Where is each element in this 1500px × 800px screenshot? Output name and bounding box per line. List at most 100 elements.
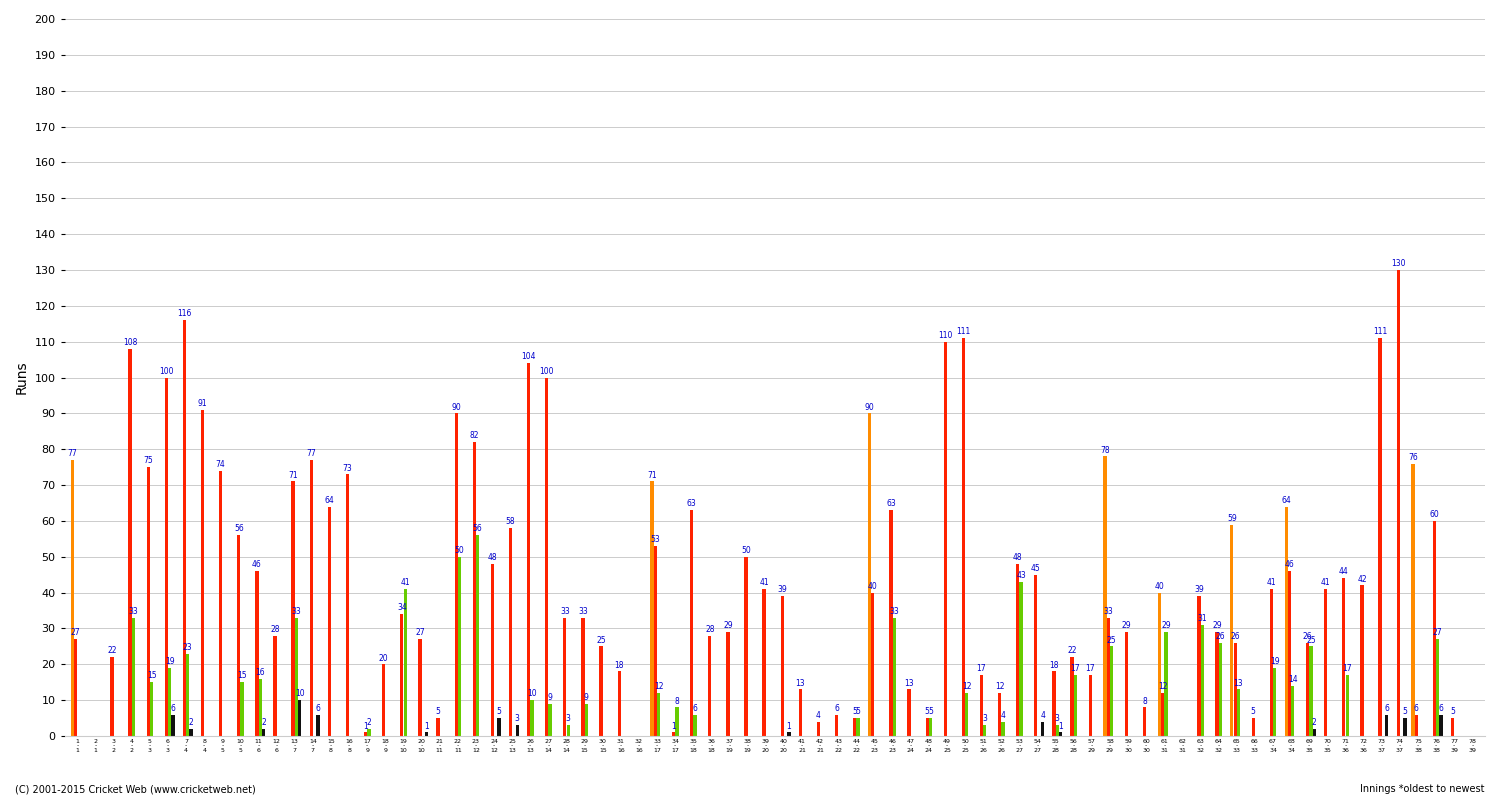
Bar bbox=[1158, 593, 1161, 736]
Bar bbox=[693, 714, 696, 736]
Bar bbox=[1164, 632, 1167, 736]
Text: 40: 40 bbox=[868, 582, 877, 591]
Bar bbox=[70, 460, 74, 736]
Bar bbox=[788, 733, 790, 736]
Bar bbox=[296, 618, 298, 736]
Bar bbox=[708, 636, 711, 736]
Text: 64: 64 bbox=[1281, 496, 1292, 505]
Bar bbox=[171, 714, 174, 736]
Text: 5: 5 bbox=[928, 707, 933, 716]
Text: 50: 50 bbox=[454, 546, 465, 555]
Text: 6: 6 bbox=[1438, 704, 1443, 713]
Text: 17: 17 bbox=[976, 664, 987, 674]
Text: 4: 4 bbox=[816, 711, 821, 720]
Bar bbox=[1378, 338, 1382, 736]
Text: 44: 44 bbox=[1340, 567, 1348, 577]
Text: 1: 1 bbox=[786, 722, 792, 730]
Text: 6: 6 bbox=[693, 704, 698, 713]
Text: 90: 90 bbox=[452, 402, 460, 411]
Bar bbox=[856, 718, 859, 736]
Text: 71: 71 bbox=[648, 470, 657, 480]
Bar bbox=[74, 639, 78, 736]
Text: 33: 33 bbox=[129, 607, 138, 616]
Bar bbox=[346, 474, 350, 736]
Bar bbox=[1440, 714, 1443, 736]
Bar bbox=[1089, 675, 1092, 736]
Text: 111: 111 bbox=[957, 327, 970, 336]
Text: 13: 13 bbox=[795, 678, 806, 688]
Text: 19: 19 bbox=[1270, 657, 1280, 666]
Text: 29: 29 bbox=[1161, 622, 1172, 630]
Bar bbox=[490, 564, 494, 736]
Bar bbox=[1230, 525, 1233, 736]
Text: 104: 104 bbox=[522, 352, 536, 362]
Text: 33: 33 bbox=[1104, 607, 1113, 616]
Bar bbox=[1197, 596, 1200, 736]
Bar bbox=[419, 639, 422, 736]
Text: 64: 64 bbox=[324, 496, 334, 505]
Text: 50: 50 bbox=[741, 546, 752, 555]
Text: 3: 3 bbox=[514, 714, 519, 723]
Bar bbox=[908, 690, 910, 736]
Bar bbox=[1288, 571, 1292, 736]
Bar bbox=[868, 414, 871, 736]
Bar bbox=[382, 664, 386, 736]
Bar bbox=[962, 338, 964, 736]
Text: 77: 77 bbox=[68, 449, 76, 458]
Bar bbox=[258, 678, 262, 736]
Bar bbox=[132, 618, 135, 736]
Bar bbox=[186, 654, 189, 736]
Bar bbox=[1143, 707, 1146, 736]
Bar bbox=[744, 557, 747, 736]
Text: 58: 58 bbox=[506, 518, 516, 526]
Bar bbox=[1342, 578, 1346, 736]
Text: 12: 12 bbox=[1158, 682, 1167, 691]
Text: 77: 77 bbox=[306, 449, 316, 458]
Text: 13: 13 bbox=[904, 678, 914, 688]
Text: 5: 5 bbox=[1450, 707, 1455, 716]
Text: 41: 41 bbox=[759, 578, 770, 587]
Text: 29: 29 bbox=[1212, 622, 1222, 630]
Text: 46: 46 bbox=[1284, 560, 1294, 570]
Text: 33: 33 bbox=[560, 607, 570, 616]
Text: 6: 6 bbox=[315, 704, 321, 713]
Text: 28: 28 bbox=[705, 625, 714, 634]
Text: 1: 1 bbox=[670, 722, 676, 730]
Text: 60: 60 bbox=[1430, 510, 1440, 519]
Text: 73: 73 bbox=[342, 463, 352, 473]
Bar bbox=[1238, 690, 1240, 736]
Bar bbox=[368, 729, 370, 736]
Bar bbox=[1059, 733, 1062, 736]
Text: 1: 1 bbox=[1059, 722, 1064, 730]
Text: 110: 110 bbox=[938, 331, 952, 340]
Text: 25: 25 bbox=[1306, 636, 1316, 645]
Bar bbox=[1056, 726, 1059, 736]
Text: 29: 29 bbox=[1122, 622, 1131, 630]
Bar bbox=[168, 668, 171, 736]
Text: 26: 26 bbox=[1304, 632, 1312, 641]
Bar bbox=[240, 682, 243, 736]
Text: 46: 46 bbox=[252, 560, 261, 570]
Bar bbox=[1125, 632, 1128, 736]
Bar bbox=[1251, 718, 1256, 736]
Text: 26: 26 bbox=[1215, 632, 1225, 641]
Bar bbox=[255, 571, 258, 736]
Bar bbox=[1233, 643, 1238, 736]
Text: 19: 19 bbox=[165, 657, 174, 666]
Text: 5: 5 bbox=[435, 707, 441, 716]
Bar bbox=[982, 726, 987, 736]
Bar bbox=[436, 718, 439, 736]
Bar bbox=[1360, 586, 1364, 736]
Bar bbox=[675, 707, 678, 736]
Bar bbox=[562, 618, 567, 736]
Bar bbox=[129, 349, 132, 736]
Bar bbox=[1412, 463, 1414, 736]
Bar bbox=[690, 510, 693, 736]
Text: 2: 2 bbox=[261, 718, 266, 727]
Text: 28: 28 bbox=[270, 625, 279, 634]
Bar bbox=[1074, 675, 1077, 736]
Text: 45: 45 bbox=[1030, 564, 1041, 573]
Text: 9: 9 bbox=[584, 693, 588, 702]
Bar bbox=[237, 535, 240, 736]
Bar bbox=[476, 535, 478, 736]
